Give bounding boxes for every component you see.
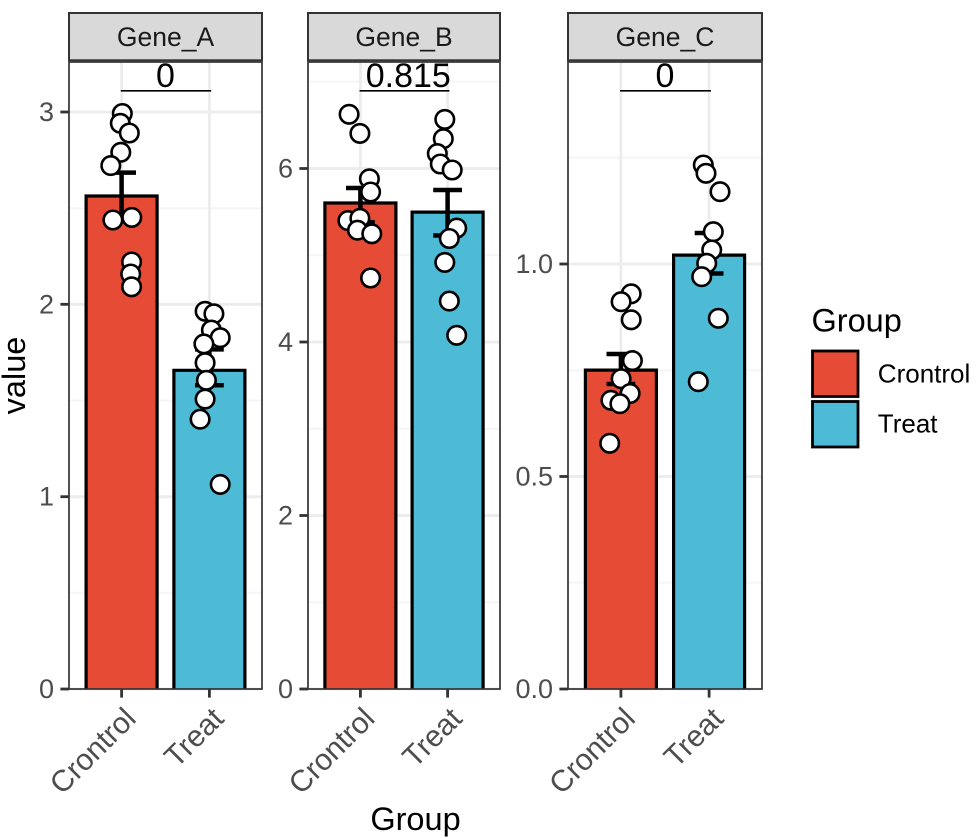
svg-text:2: 2: [39, 289, 54, 319]
svg-text:Group: Group: [812, 303, 902, 339]
svg-text:Treat: Treat: [878, 408, 938, 438]
svg-text:0: 0: [278, 674, 293, 704]
svg-text:0: 0: [656, 57, 675, 95]
svg-text:Group: Group: [370, 801, 460, 837]
svg-text:Crontrol: Crontrol: [878, 358, 970, 388]
svg-text:0.5: 0.5: [515, 462, 553, 492]
svg-text:0: 0: [156, 57, 175, 95]
svg-text:0: 0: [39, 674, 54, 704]
svg-text:4: 4: [278, 327, 293, 357]
svg-text:Gene_B: Gene_B: [355, 22, 452, 52]
svg-text:Gene_C: Gene_C: [616, 22, 715, 52]
svg-text:1: 1: [39, 482, 54, 512]
svg-text:value: value: [0, 337, 32, 415]
svg-text:6: 6: [278, 154, 293, 184]
svg-text:1.0: 1.0: [515, 249, 553, 279]
svg-text:2: 2: [278, 501, 293, 531]
svg-text:3: 3: [39, 97, 54, 127]
svg-text:0.815: 0.815: [366, 57, 451, 95]
svg-text:0.0: 0.0: [515, 674, 553, 704]
svg-text:Gene_A: Gene_A: [117, 22, 215, 52]
